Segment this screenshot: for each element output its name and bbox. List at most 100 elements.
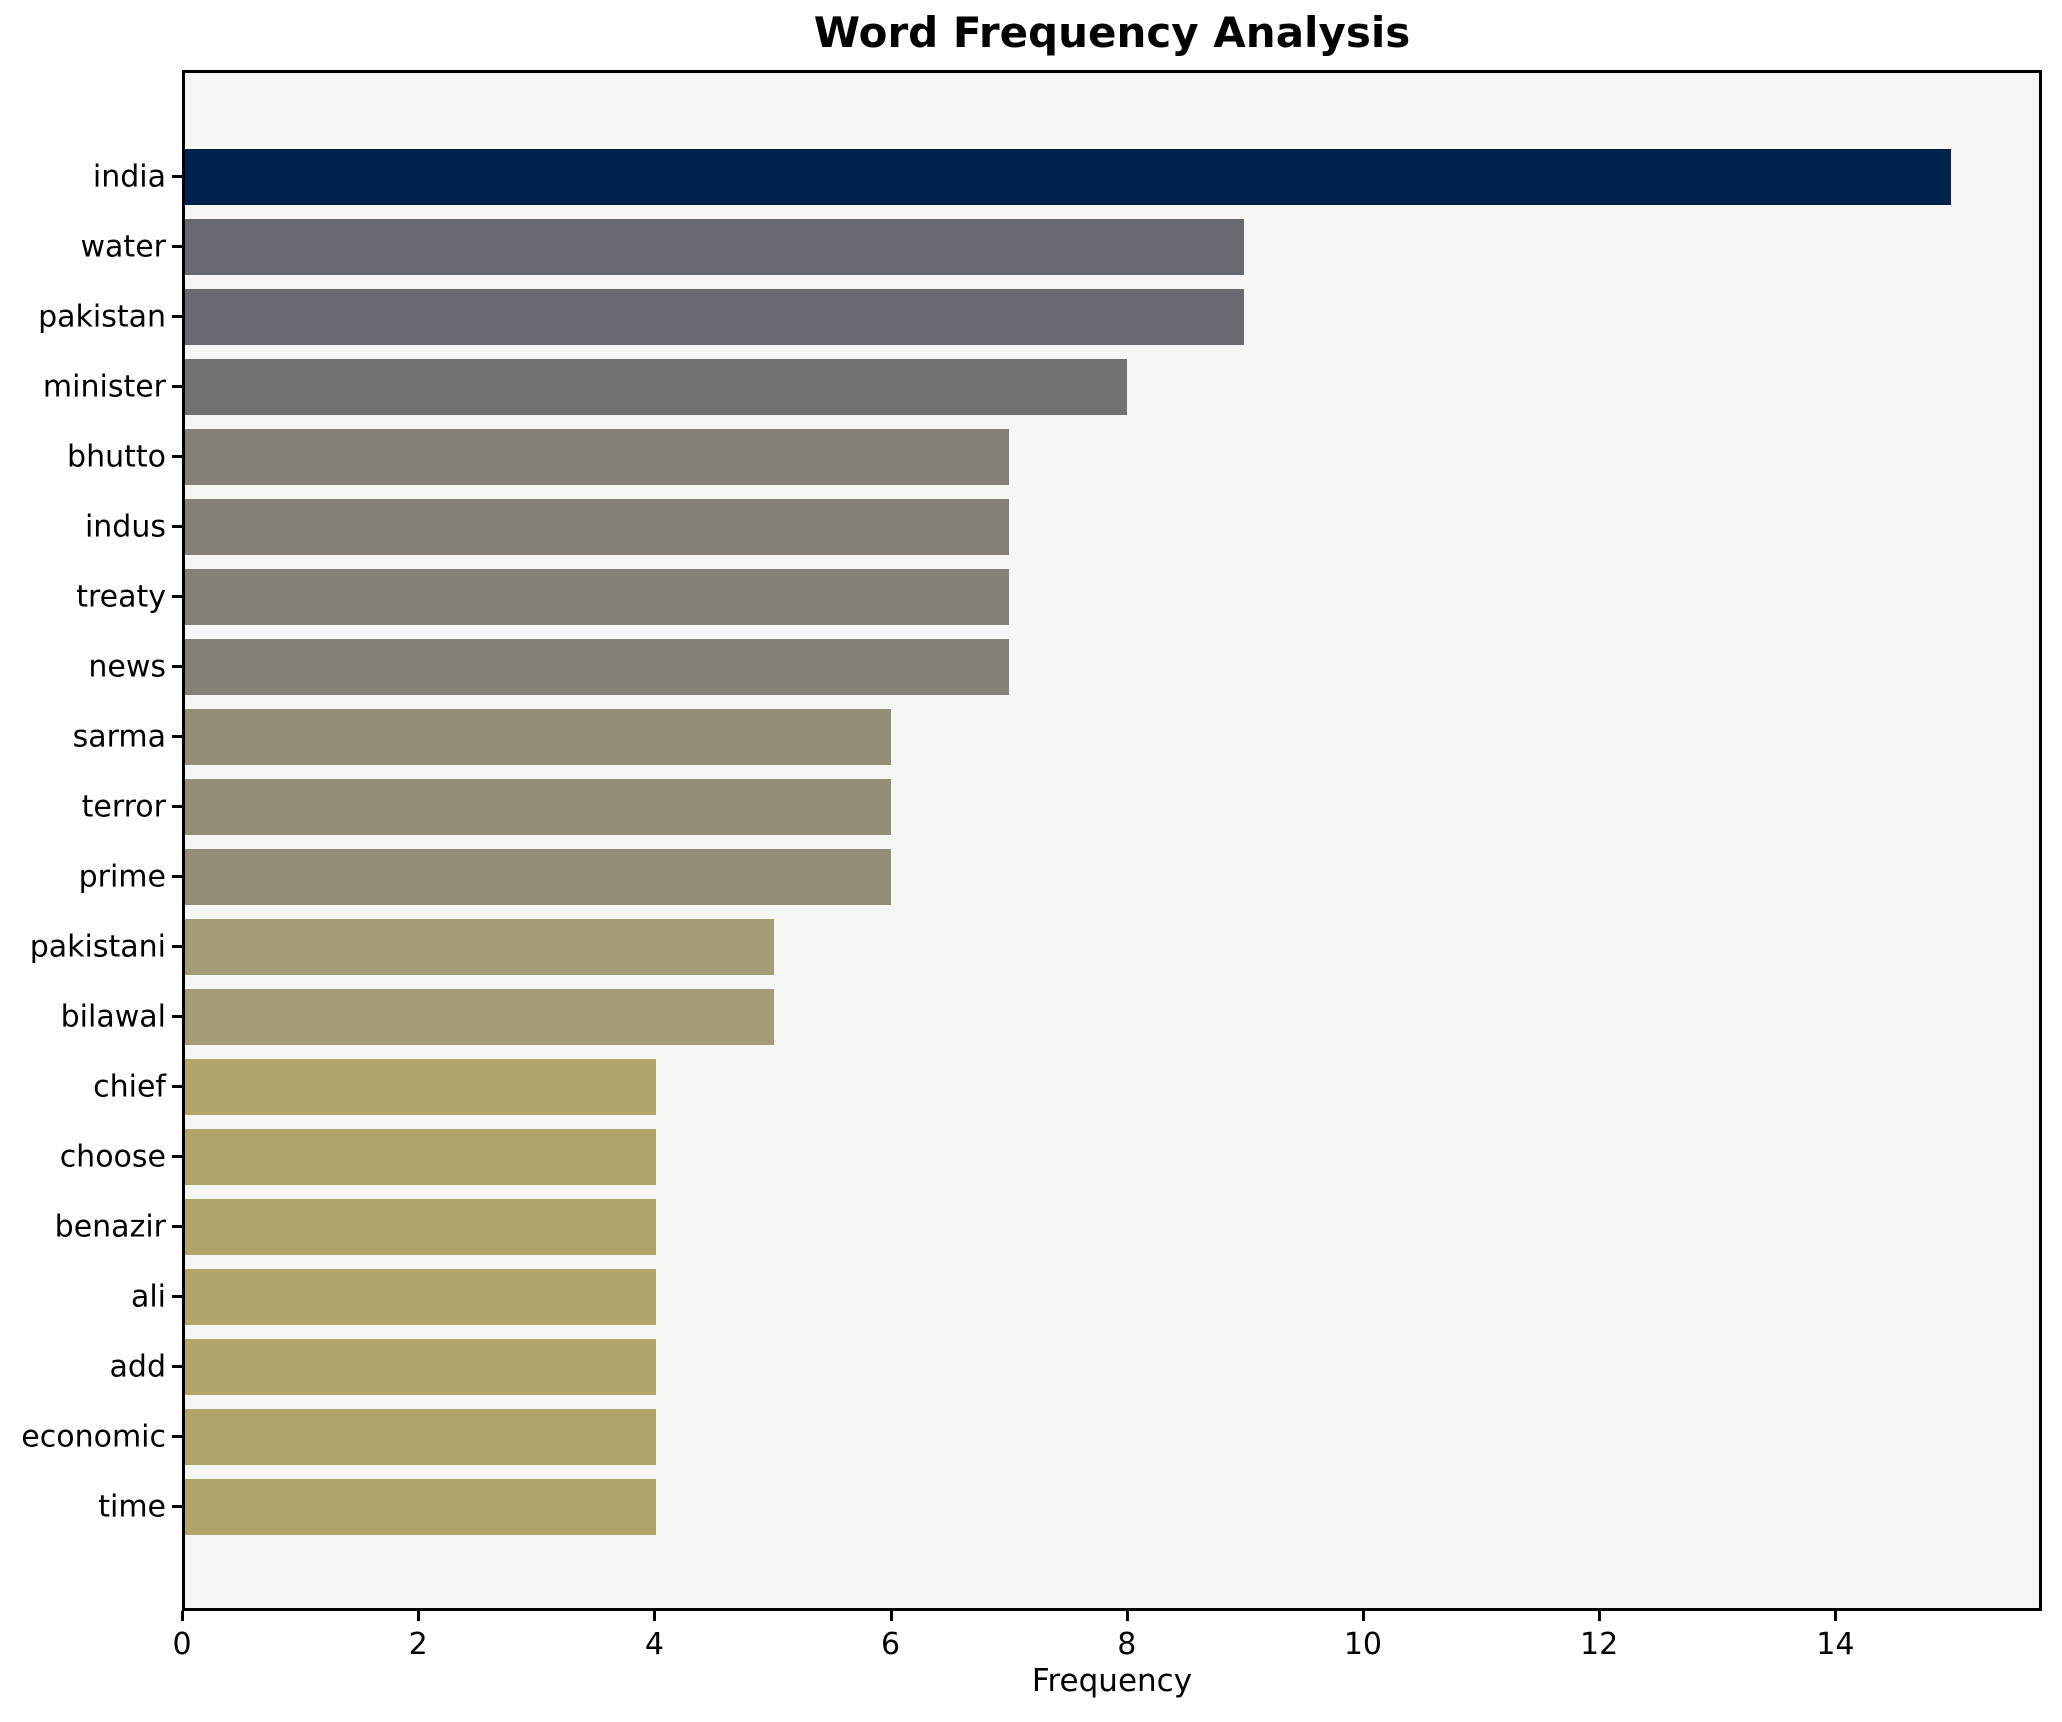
bar-news (185, 639, 1009, 695)
plot-area: india water pakistan minister bhutto indus tre… (21, 70, 2042, 1611)
category-label-benazir: benazir (54, 1209, 166, 1245)
bar-row-time: time (98, 1472, 2039, 1542)
category-label-prime: prime (78, 859, 166, 895)
bar-row-water: water (81, 212, 2039, 282)
bar-row-treaty: treaty (76, 562, 2039, 632)
bar-bhutto (185, 429, 1009, 485)
bar-row-minister: minister (43, 352, 2039, 422)
bars-container: india water pakistan minister bhutto indus tre… (21, 142, 2039, 1542)
bar-time (185, 1479, 656, 1535)
x-tick-label: 0 (172, 1627, 192, 1662)
bar-row-pakistan: pakistan (38, 282, 2039, 352)
bar-add (185, 1339, 656, 1395)
bar-row-terror: terror (82, 772, 2039, 842)
x-tick-mark (1125, 1611, 1129, 1621)
y-tick-mark (172, 595, 182, 598)
category-label-add: add (109, 1349, 166, 1385)
y-tick-mark (172, 735, 182, 738)
y-tick-mark (172, 1015, 182, 1018)
category-label-indus: indus (84, 509, 166, 545)
bar-treaty (185, 569, 1009, 625)
category-label-treaty: treaty (76, 579, 166, 615)
y-tick-mark (172, 1295, 182, 1298)
bar-row-bilawal: bilawal (61, 982, 2039, 1052)
bar-row-benazir: benazir (55, 1192, 2039, 1262)
y-tick-mark (172, 1085, 182, 1088)
bar-terror (185, 779, 892, 835)
x-tick-mark (1361, 1611, 1365, 1621)
bar-row-ali: ali (131, 1262, 2039, 1332)
x-tick-label: 8 (1117, 1627, 1137, 1662)
category-label-india: india (92, 159, 166, 195)
x-tick-mark (1834, 1611, 1838, 1621)
y-tick-mark (172, 455, 182, 458)
y-tick-mark (172, 245, 182, 248)
category-label-pakistani: pakistani (29, 929, 166, 965)
y-tick-mark (172, 1365, 182, 1368)
bar-water (185, 219, 1245, 275)
x-tick-label: 14 (1816, 1627, 1855, 1662)
x-tick-label: 4 (644, 1627, 664, 1662)
bar-row-prime: prime (79, 842, 2039, 912)
category-label-economic: economic (21, 1419, 166, 1455)
category-label-ali: ali (130, 1279, 166, 1315)
category-label-news: news (88, 649, 166, 685)
y-tick-mark (172, 805, 182, 808)
bar-choose (185, 1129, 656, 1185)
bar-indus (185, 499, 1009, 555)
chart-title: Word Frequency Analysis (813, 8, 1411, 57)
bar-row-choose: choose (60, 1122, 2039, 1192)
y-tick-mark (172, 1435, 182, 1438)
y-tick-mark (172, 945, 182, 948)
y-tick-mark (172, 1225, 182, 1228)
category-label-choose: choose (59, 1139, 166, 1175)
bar-row-news: news (88, 632, 2039, 702)
bar-pakistan (185, 289, 1245, 345)
y-tick-mark (172, 525, 182, 528)
category-label-sarma: sarma (72, 719, 166, 755)
x-tick-mark (889, 1611, 893, 1621)
bar-row-economic: economic (21, 1402, 2039, 1472)
y-tick-mark (172, 665, 182, 668)
y-tick-mark (172, 875, 182, 878)
bar-row-add: add (110, 1332, 2039, 1402)
bar-sarma (185, 709, 892, 765)
category-label-bhutto: bhutto (67, 439, 166, 475)
bar-pakistani (185, 919, 774, 975)
y-tick-mark (172, 1155, 182, 1158)
x-tick-mark (181, 1611, 184, 1621)
x-axis-label: Frequency (1031, 1663, 1193, 1699)
y-tick-mark (172, 175, 182, 178)
category-label-minister: minister (42, 369, 166, 405)
x-tick-label: 10 (1343, 1627, 1383, 1662)
category-label-water: water (80, 229, 166, 265)
bar-benazir (185, 1199, 656, 1255)
x-tick-label: 12 (1580, 1627, 1619, 1662)
y-tick-mark (172, 315, 182, 318)
bar-row-india: india (93, 142, 2039, 212)
x-tick-mark (1598, 1611, 1602, 1621)
bar-row-bhutto: bhutto (67, 422, 2039, 492)
category-label-terror: terror (81, 789, 166, 825)
bar-row-pakistani: pakistani (30, 912, 2039, 982)
category-label-pakistan: pakistan (38, 299, 166, 335)
x-tick-label: 2 (408, 1627, 428, 1662)
category-label-bilawal: bilawal (60, 999, 166, 1035)
bar-minister (185, 359, 1127, 415)
x-tick-mark (653, 1611, 657, 1621)
category-label-time: time (98, 1489, 166, 1525)
y-tick-mark (172, 385, 182, 388)
bar-economic (185, 1409, 656, 1465)
bar-row-chief: chief (93, 1052, 2039, 1122)
x-tick-label: 6 (881, 1627, 901, 1662)
bar-chief (185, 1059, 656, 1115)
y-tick-mark (172, 1505, 182, 1508)
bar-ali (185, 1269, 656, 1325)
bar-bilawal (185, 989, 774, 1045)
x-tick-mark (417, 1611, 421, 1621)
bar-india (185, 149, 1951, 205)
bar-row-sarma: sarma (73, 702, 2039, 772)
bar-prime (185, 849, 892, 905)
category-label-chief: chief (93, 1069, 166, 1105)
